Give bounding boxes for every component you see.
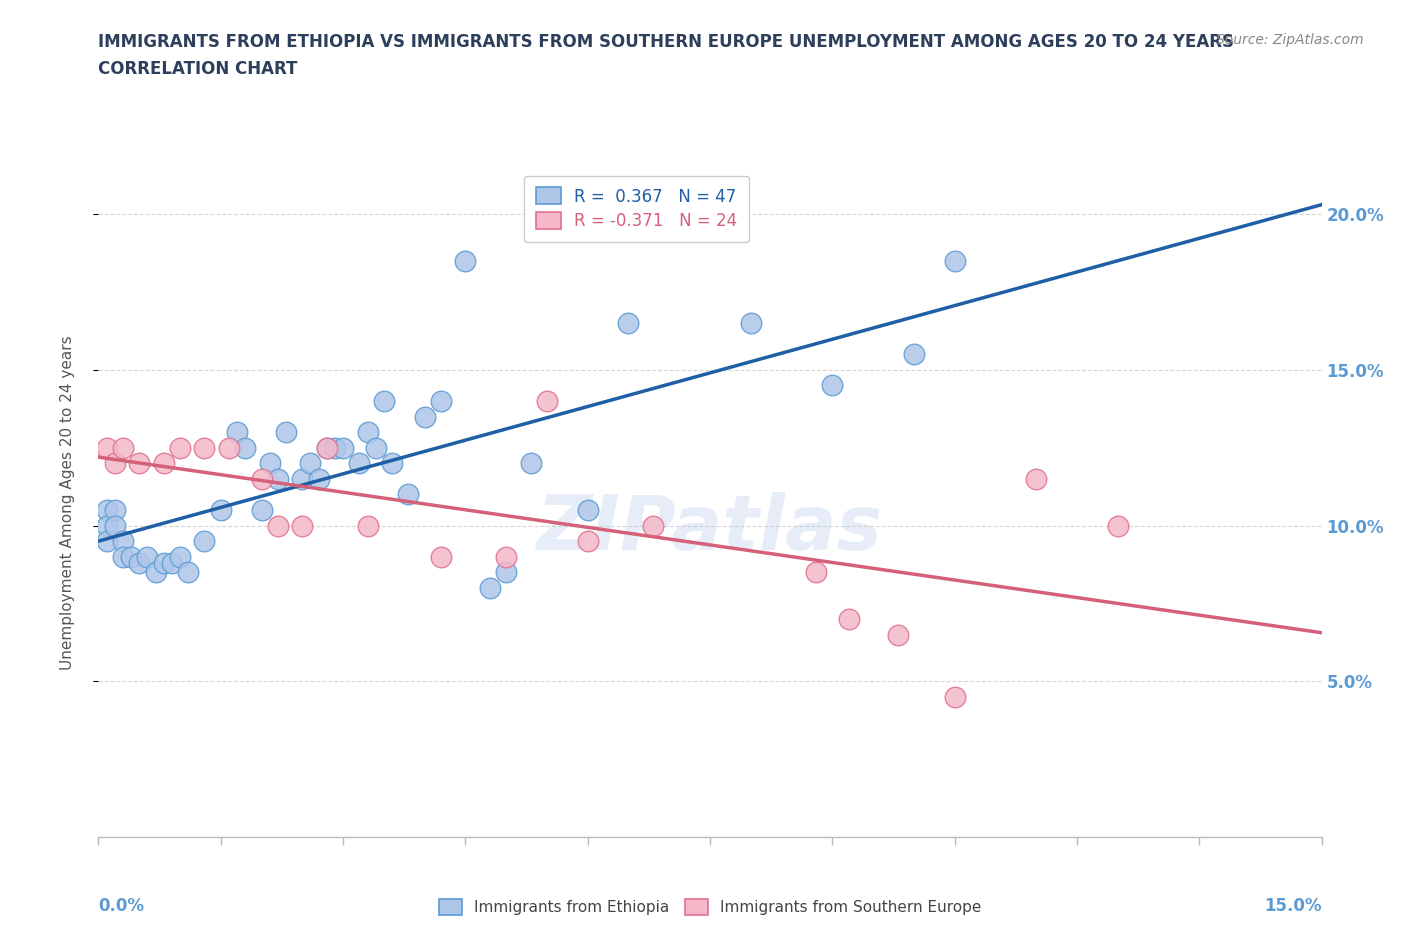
Point <box>804 565 827 579</box>
Text: IMMIGRANTS FROM ETHIOPIA VS IMMIGRANTS FROM SOUTHERN EUROPE UNEMPLOYMENT AMONG A: IMMIGRANTS FROM ETHIOPIA VS IMMIGRANTS F… <box>98 33 1234 50</box>
Point <box>128 456 150 471</box>
Point <box>152 456 174 471</box>
Point <box>903 347 925 362</box>
Point <box>495 565 517 579</box>
Point <box>193 440 215 455</box>
Point <box>96 518 118 533</box>
Point <box>396 487 419 502</box>
Legend: Immigrants from Ethiopia, Immigrants from Southern Europe: Immigrants from Ethiopia, Immigrants fro… <box>432 892 988 923</box>
Point <box>128 555 150 570</box>
Point <box>576 534 599 549</box>
Point <box>430 393 453 408</box>
Point <box>226 425 249 440</box>
Point <box>169 550 191 565</box>
Point <box>454 253 477 268</box>
Point <box>250 472 273 486</box>
Point <box>111 550 134 565</box>
Point <box>233 440 256 455</box>
Point <box>617 315 640 330</box>
Point <box>364 440 387 455</box>
Point <box>136 550 159 565</box>
Point <box>152 555 174 570</box>
Text: 15.0%: 15.0% <box>1264 897 1322 915</box>
Point <box>1025 472 1047 486</box>
Point <box>308 472 330 486</box>
Point <box>381 456 404 471</box>
Point <box>291 518 314 533</box>
Point <box>641 518 664 533</box>
Point <box>104 502 127 517</box>
Point <box>250 502 273 517</box>
Point <box>536 393 558 408</box>
Text: 0.0%: 0.0% <box>98 897 145 915</box>
Point <box>111 440 134 455</box>
Point <box>576 502 599 517</box>
Point <box>218 440 240 455</box>
Point <box>267 518 290 533</box>
Point <box>356 425 378 440</box>
Point <box>169 440 191 455</box>
Point <box>299 456 322 471</box>
Point <box>177 565 200 579</box>
Point <box>413 409 436 424</box>
Point <box>145 565 167 579</box>
Point <box>373 393 395 408</box>
Text: ZIPatlas: ZIPatlas <box>537 492 883 566</box>
Y-axis label: Unemployment Among Ages 20 to 24 years: Unemployment Among Ages 20 to 24 years <box>60 335 75 670</box>
Point <box>1107 518 1129 533</box>
Point <box>495 550 517 565</box>
Point <box>943 253 966 268</box>
Point <box>821 378 844 392</box>
Point <box>111 534 134 549</box>
Point <box>315 440 337 455</box>
Point <box>96 502 118 517</box>
Point <box>356 518 378 533</box>
Text: CORRELATION CHART: CORRELATION CHART <box>98 60 298 78</box>
Point <box>209 502 232 517</box>
Point <box>274 425 297 440</box>
Point <box>519 456 541 471</box>
Point <box>96 534 118 549</box>
Point <box>160 555 183 570</box>
Point <box>267 472 290 486</box>
Point <box>740 315 762 330</box>
Text: Source: ZipAtlas.com: Source: ZipAtlas.com <box>1216 33 1364 46</box>
Point <box>315 440 337 455</box>
Point <box>886 627 908 642</box>
Point <box>120 550 142 565</box>
Point <box>838 612 860 627</box>
Point <box>96 440 118 455</box>
Point <box>291 472 314 486</box>
Point <box>349 456 371 471</box>
Point <box>193 534 215 549</box>
Point <box>323 440 346 455</box>
Point <box>943 689 966 704</box>
Point <box>332 440 354 455</box>
Point <box>104 456 127 471</box>
Point <box>478 580 501 595</box>
Point <box>259 456 281 471</box>
Point <box>104 518 127 533</box>
Point <box>430 550 453 565</box>
